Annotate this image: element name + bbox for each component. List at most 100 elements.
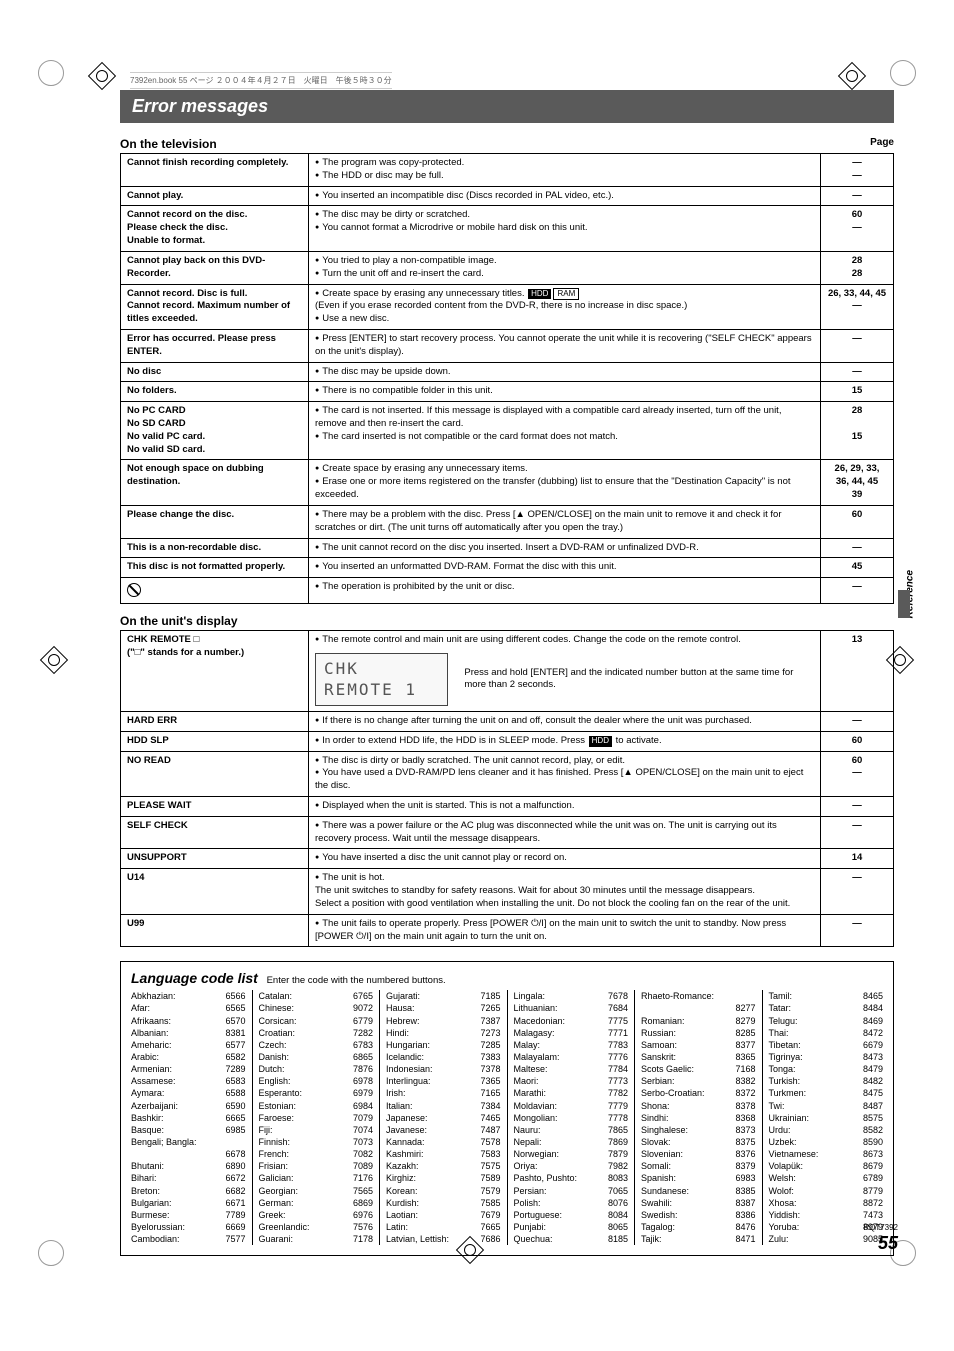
lang-row: Uzbek:8590 [769, 1136, 884, 1148]
error-description-cell: Displayed when the unit is started. This… [309, 797, 821, 817]
lang-row: Xhosa:8872 [769, 1197, 884, 1209]
lang-row: Breton:6682 [131, 1185, 246, 1197]
error-message-cell [121, 578, 309, 604]
error-description-cell: You tried to play a non-compatible image… [309, 251, 821, 284]
error-message-cell: Cannot record on the disc.Please check t… [121, 206, 309, 251]
lang-row: Irish:7165 [386, 1087, 501, 1099]
lang-column: Tamil:8465Tatar:8484Telugu:8469Thai:8472… [763, 990, 884, 1245]
error-description-cell: There is no compatible folder in this un… [309, 382, 821, 402]
lang-row: Ameharic:6577 [131, 1039, 246, 1051]
lang-row: Shona:8378 [641, 1100, 756, 1112]
table-row: PLEASE WAITDisplayed when the unit is st… [121, 797, 894, 817]
lang-row: Polish:8076 [514, 1197, 629, 1209]
lang-title: Language code list [131, 970, 258, 986]
lang-row: Tagalog:8476 [641, 1221, 756, 1233]
lang-row: Interlingua:7365 [386, 1075, 501, 1087]
error-message-cell: Error has occurred. Please press ENTER. [121, 329, 309, 362]
page-ref-cell: 45 [821, 558, 894, 578]
lang-column: Lingala:7678Lithuanian:7684Macedonian:77… [508, 990, 636, 1245]
lang-row: Malayalam:7776 [514, 1051, 629, 1063]
page-ref-cell: 60 [821, 731, 894, 751]
lang-row: Ukrainian:8575 [769, 1112, 884, 1124]
lang-row: Icelandic:7383 [386, 1051, 501, 1063]
lang-row: Burmese:7789 [131, 1209, 246, 1221]
lang-column: Rhaeto-Romance:8277Romanian:8279Russian:… [635, 990, 763, 1245]
lang-row: Esperanto:6979 [259, 1087, 374, 1099]
lang-row: Albanian:8381 [131, 1027, 246, 1039]
table-row: UNSUPPORTYou have inserted a disc the un… [121, 849, 894, 869]
table-row: This disc is not formatted properly.You … [121, 558, 894, 578]
page-number: 55 [878, 1233, 898, 1254]
page-content: 7392en.book 55 ページ ２００４年４月２７日 火曜日 午後５時３０… [0, 0, 954, 1296]
lang-row: Rhaeto-Romance: [641, 990, 756, 1002]
error-description-cell: In order to extend HDD life, the HDD is … [309, 731, 821, 751]
lang-row: Urdu:8582 [769, 1124, 884, 1136]
lang-sub: Enter the code with the numbered buttons… [267, 975, 446, 986]
page-col-label: Page [870, 137, 894, 151]
lang-row: Latvian, Lettish:7686 [386, 1233, 501, 1245]
page-ref-cell: 14 [821, 849, 894, 869]
page-ref-cell: 13 [821, 630, 894, 711]
table-row: SELF CHECKThere was a power failure or t… [121, 816, 894, 849]
lang-row: Swedish:8386 [641, 1209, 756, 1221]
lang-row: Catalan:6765 [259, 990, 374, 1002]
lang-row: Croatian:7282 [259, 1027, 374, 1039]
reference-block [898, 590, 910, 618]
lang-row: Afar:6565 [131, 1002, 246, 1014]
table-row: Cannot play.You inserted an incompatible… [121, 186, 894, 206]
error-description-cell: The disc may be dirty or scratched.You c… [309, 206, 821, 251]
page-ref-cell: 26, 29, 33, 36, 44, 4539 [821, 460, 894, 505]
error-description-cell: The program was copy-protected.The HDD o… [309, 154, 821, 187]
error-message-cell: CHK REMOTE □("□" stands for a number.) [121, 630, 309, 711]
page-ref-cell: — [821, 578, 894, 604]
lang-row: Maltese:7784 [514, 1063, 629, 1075]
lang-row: Georgian:7565 [259, 1185, 374, 1197]
lang-row: Arabic:6582 [131, 1051, 246, 1063]
lang-row: Sanskrit:8365 [641, 1051, 756, 1063]
lang-row: Nepali:7869 [514, 1136, 629, 1148]
lang-row: Portuguese:8084 [514, 1209, 629, 1221]
lang-row: Welsh:6789 [769, 1172, 884, 1184]
lang-row: Wolof:8779 [769, 1185, 884, 1197]
error-message-cell: Cannot record. Disc is full.Cannot recor… [121, 284, 309, 329]
lang-row: French:7082 [259, 1148, 374, 1160]
lang-row: Tatar:8484 [769, 1002, 884, 1014]
error-description-cell: The unit is hot.The unit switches to sta… [309, 869, 821, 914]
lang-row: Aymara:6588 [131, 1087, 246, 1099]
page-ref-cell: 60— [821, 206, 894, 251]
lang-column: Catalan:6765Chinese:9072Corsican:6779Cro… [253, 990, 381, 1245]
error-message-cell: Not enough space on dubbing destination. [121, 460, 309, 505]
page-ref-cell: — [821, 869, 894, 914]
lang-row: Swahili:8387 [641, 1197, 756, 1209]
table-row: The operation is prohibited by the unit … [121, 578, 894, 604]
page-ref-cell: 2815 [821, 402, 894, 460]
lang-row: Slovenian:8376 [641, 1148, 756, 1160]
error-description-cell: If there is no change after turning the … [309, 711, 821, 731]
lang-row: Korean:7579 [386, 1185, 501, 1197]
error-description-cell: The operation is prohibited by the unit … [309, 578, 821, 604]
error-description-cell: The remote control and main unit are usi… [309, 630, 821, 711]
lang-row: Tajik:8471 [641, 1233, 756, 1245]
unit-header: On the unit's display [120, 614, 894, 628]
table-row: U14The unit is hot.The unit switches to … [121, 869, 894, 914]
lang-row: Cambodian:7577 [131, 1233, 246, 1245]
lang-row: Hebrew:7387 [386, 1015, 501, 1027]
table-row: Error has occurred. Please press ENTER.P… [121, 329, 894, 362]
lang-row: Bihari:6672 [131, 1172, 246, 1184]
lang-row: Yiddish:7473 [769, 1209, 884, 1221]
lang-row: Estonian:6984 [259, 1100, 374, 1112]
tv-header-text: On the television [120, 137, 217, 151]
page-ref-cell: — [821, 711, 894, 731]
lang-row: Finnish:7073 [259, 1136, 374, 1148]
lang-row: Sundanese:8385 [641, 1185, 756, 1197]
lang-row: Laotian:7679 [386, 1209, 501, 1221]
lang-row: Kirghiz:7589 [386, 1172, 501, 1184]
lang-row: Galician:7176 [259, 1172, 374, 1184]
error-message-cell: Cannot play. [121, 186, 309, 206]
lang-row: Bashkir:6665 [131, 1112, 246, 1124]
lang-row: Marathi:7782 [514, 1087, 629, 1099]
tv-error-table: Cannot finish recording completely.The p… [120, 153, 894, 604]
lang-row: Turkmen:8475 [769, 1087, 884, 1099]
page-ref-cell: —— [821, 154, 894, 187]
lang-row: Japanese:7465 [386, 1112, 501, 1124]
